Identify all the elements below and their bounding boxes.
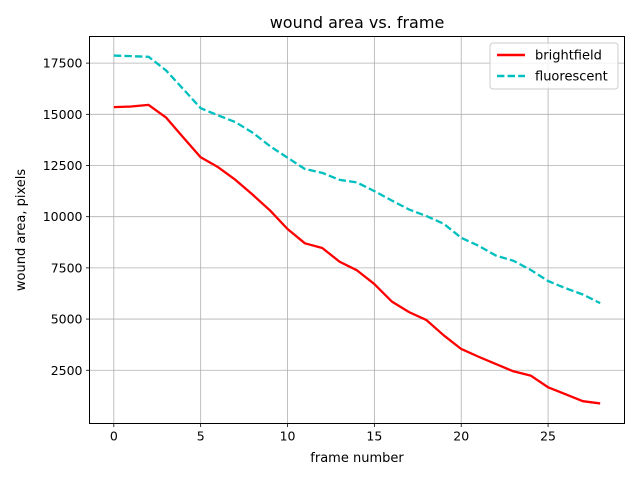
- y-tick-label: 7500: [51, 260, 83, 275]
- legend: brightfield fluorescent: [489, 42, 619, 90]
- plot-frame: [89, 36, 625, 424]
- series-line-fluorescent: [113, 54, 601, 305]
- y-tick-label: 17500: [43, 56, 83, 71]
- chart-title: wound area vs. frame: [270, 13, 445, 32]
- legend-label-brightfield: brightfield: [535, 49, 602, 64]
- x-tick-label: 10: [280, 429, 296, 444]
- series-line-brightfield: [113, 103, 601, 405]
- ticks: 0 5 10 15 20 25 2500 5000 7500 10000 12500 15000 175…: [43, 56, 556, 444]
- y-axis-label: wound area, pixels: [14, 169, 29, 291]
- x-tick-label: 15: [366, 429, 382, 444]
- x-tick-label: 20: [453, 429, 469, 444]
- y-tick-label: 5000: [51, 312, 83, 327]
- x-tick-label: 5: [197, 429, 205, 444]
- x-axis-label: frame number: [310, 451, 404, 466]
- legend-label-fluorescent: fluorescent: [535, 70, 608, 85]
- series-layer: [113, 54, 601, 405]
- x-tick-label: 25: [540, 429, 556, 444]
- y-tick-label: 12500: [43, 158, 83, 173]
- y-tick-label: 2500: [51, 363, 83, 378]
- x-tick-label: 0: [110, 429, 118, 444]
- y-tick-label: 15000: [43, 107, 83, 122]
- y-tick-label: 10000: [43, 209, 83, 224]
